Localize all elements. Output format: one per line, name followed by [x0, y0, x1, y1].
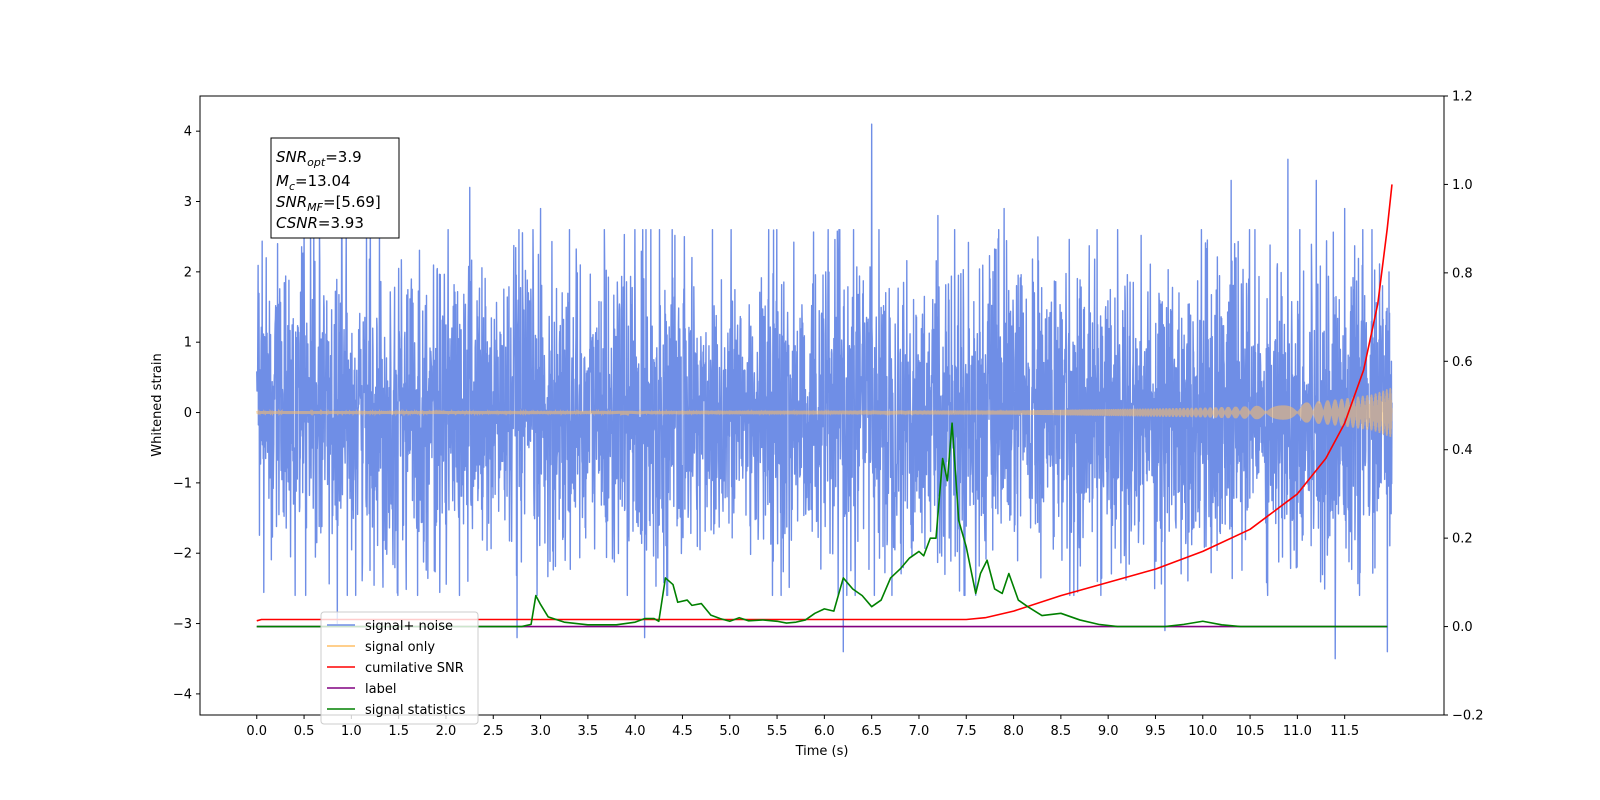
legend-entry-label: label [327, 682, 396, 697]
x-tick-label: 1.0 [341, 724, 362, 739]
csnr-annotation: CSNR=3.93 [276, 214, 364, 232]
snr-opt-annotation: SNRopt=3.9 [276, 148, 362, 169]
x-tick-label: 0.5 [294, 724, 315, 739]
series-line-signal-noise [256, 123, 1393, 660]
y-axis-left: −4 −3 −2 −1 0 1 2 3 4 [173, 125, 200, 702]
x-tick-label: 2.5 [483, 724, 504, 739]
y-tick-label: 0 [184, 406, 192, 421]
y-right-tick-label: 1.0 [1452, 178, 1473, 193]
x-tick-label: 11.5 [1330, 724, 1359, 739]
x-tick-label: 9.0 [1098, 724, 1119, 739]
y-tick-label: 1 [184, 336, 192, 351]
x-tick-label: 1.5 [388, 724, 409, 739]
y-right-tick-label: 0.6 [1452, 355, 1473, 370]
x-axis-title: Time (s) [795, 744, 849, 759]
series-layer [256, 123, 1393, 660]
x-tick-label: 3.0 [530, 724, 551, 739]
y-right-tick-label: 0.2 [1452, 532, 1473, 547]
y-axis-right: −0.2 0.0 0.2 0.4 0.6 0.8 1.0 1.2 [1444, 90, 1484, 724]
y-right-tick-label: −0.2 [1452, 709, 1484, 724]
svg-text:label: label [365, 682, 396, 697]
x-tick-label: 5.5 [767, 724, 788, 739]
y-tick-label: 4 [184, 125, 192, 140]
snr-mf-annotation: SNRMF=[5.69] [276, 193, 381, 214]
x-tick-label: 7.0 [909, 724, 930, 739]
x-tick-label: 0.0 [246, 724, 267, 739]
y-tick-label: −2 [173, 547, 192, 562]
y-tick-label: 3 [184, 195, 192, 210]
y-right-tick-label: 0.0 [1452, 620, 1473, 635]
svg-text:cumilative SNR: cumilative SNR [365, 661, 464, 676]
x-tick-label: 6.5 [861, 724, 882, 739]
x-tick-label: 8.5 [1051, 724, 1072, 739]
stats-annotation-box: SNRopt=3.9 Mc=13.04 SNRMF=[5.69] CSNR=3.… [270, 137, 400, 239]
series-line-cumilative-snr [256, 184, 1393, 622]
x-tick-label: 4.0 [625, 724, 646, 739]
y-tick-label: −1 [173, 476, 192, 491]
x-axis: 0.0 0.5 1.0 1.5 2.0 2.5 3.0 3.5 4.0 4.5 5.0 5.5 6.0 6… [246, 715, 1359, 739]
plot-frame [199, 95, 1445, 716]
x-tick-label: 5.0 [719, 724, 740, 739]
y-tick-label: −3 [173, 617, 192, 632]
svg-text:signal only: signal only [365, 640, 435, 655]
y-right-tick-label: 0.8 [1452, 266, 1473, 281]
y-tick-label: 2 [184, 265, 192, 280]
x-tick-label: 6.0 [814, 724, 835, 739]
mc-annotation: Mc=13.04 [276, 172, 351, 193]
legend: signal+ noise signal only cumilative SNR… [320, 611, 479, 725]
svg-text:signal statistics: signal statistics [365, 703, 466, 718]
legend-entry-cumilative-snr: cumilative SNR [327, 661, 464, 676]
y-right-tick-label: 1.2 [1452, 90, 1473, 105]
x-tick-label: 10.5 [1236, 724, 1265, 739]
x-tick-label: 11.0 [1283, 724, 1312, 739]
y-tick-label: −4 [173, 687, 192, 702]
x-tick-label: 2.0 [436, 724, 457, 739]
legend-entry-signal-statistics: signal statistics [327, 703, 466, 718]
x-tick-label: 7.5 [956, 724, 977, 739]
y-right-tick-label: 0.4 [1452, 443, 1473, 458]
svg-text:signal+ noise: signal+ noise [365, 619, 453, 634]
series-line-signal-only [256, 387, 1393, 437]
x-tick-label: 10.0 [1188, 724, 1217, 739]
x-tick-label: 4.5 [672, 724, 693, 739]
legend-entry-signal-noise: signal+ noise [327, 619, 453, 634]
x-tick-label: 8.0 [1003, 724, 1024, 739]
legend-entry-signal-only: signal only [327, 640, 435, 655]
x-tick-label: 3.5 [578, 724, 599, 739]
y-axis-title: Whitened strain [150, 353, 165, 456]
x-tick-label: 9.5 [1145, 724, 1166, 739]
series-line-signal-statistics [256, 422, 1388, 628]
